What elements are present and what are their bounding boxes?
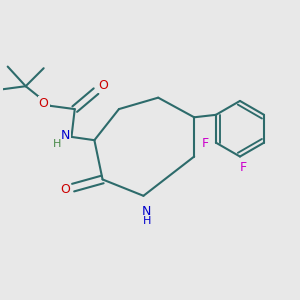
Text: H: H bbox=[52, 139, 61, 149]
Text: N: N bbox=[61, 129, 70, 142]
Text: F: F bbox=[202, 137, 209, 150]
Text: H: H bbox=[142, 216, 151, 226]
Text: N: N bbox=[142, 205, 152, 218]
Text: O: O bbox=[98, 79, 108, 92]
Text: O: O bbox=[60, 183, 70, 196]
Text: F: F bbox=[240, 160, 247, 173]
Text: O: O bbox=[39, 97, 49, 110]
